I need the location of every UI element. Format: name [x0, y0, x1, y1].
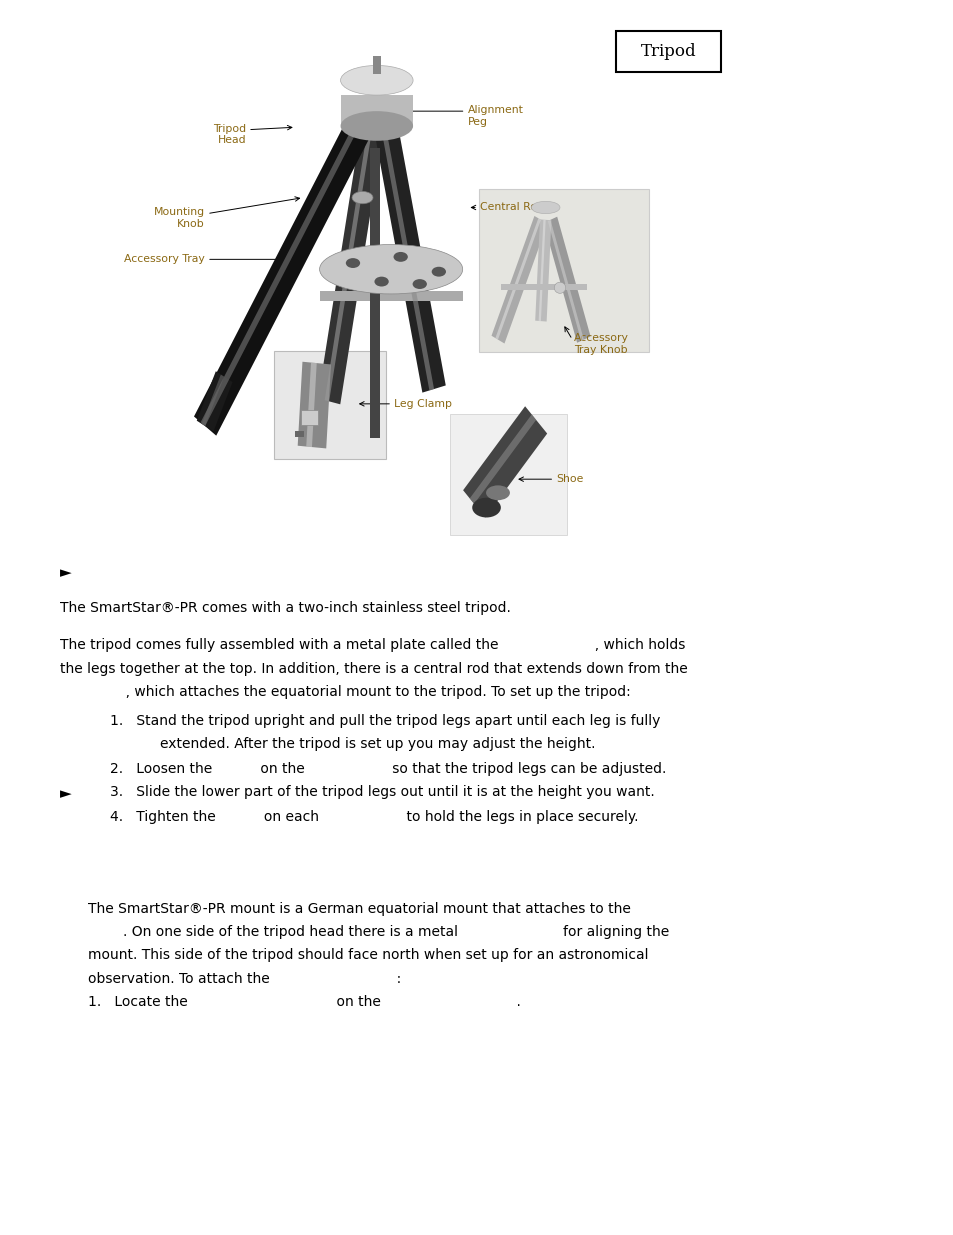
Polygon shape	[469, 415, 536, 504]
Text: the legs together at the top. In addition, there is a central rod that extends d: the legs together at the top. In additio…	[60, 662, 687, 676]
Text: 1.   Locate the                                  on the                         : 1. Locate the on the	[88, 995, 520, 1009]
Text: Accessory Tray: Accessory Tray	[124, 254, 205, 264]
Text: Leg Clamp: Leg Clamp	[394, 399, 452, 409]
Ellipse shape	[554, 283, 565, 294]
Polygon shape	[543, 216, 590, 343]
Ellipse shape	[374, 277, 389, 287]
Bar	[500, 284, 586, 290]
Bar	[362, 107, 391, 130]
Polygon shape	[193, 120, 369, 436]
Bar	[370, 148, 379, 438]
Bar	[294, 431, 304, 437]
Ellipse shape	[531, 201, 559, 214]
Ellipse shape	[394, 252, 408, 262]
Text: 4.   Tighten the           on each                    to hold the legs in place : 4. Tighten the on each to hold the legs …	[110, 810, 638, 824]
Polygon shape	[538, 220, 545, 321]
Polygon shape	[375, 126, 445, 393]
Ellipse shape	[352, 191, 373, 204]
Text: 3.   Slide the lower part of the tripod legs out until it is at the height you w: 3. Slide the lower part of the tripod le…	[110, 785, 654, 799]
Ellipse shape	[346, 258, 360, 268]
Text: ►: ►	[60, 564, 71, 580]
Ellipse shape	[413, 279, 427, 289]
Ellipse shape	[340, 65, 413, 95]
Polygon shape	[547, 220, 583, 341]
Polygon shape	[462, 406, 547, 517]
Bar	[300, 410, 317, 425]
Bar	[478, 189, 648, 352]
Text: Central Rod: Central Rod	[479, 203, 543, 212]
Polygon shape	[535, 220, 551, 321]
Bar	[274, 351, 386, 459]
Ellipse shape	[431, 267, 445, 277]
Text: Alignment
Peg: Alignment Peg	[467, 105, 523, 126]
Bar	[616, 31, 720, 72]
Text: Accessory
Tray Knob: Accessory Tray Knob	[574, 333, 629, 354]
Polygon shape	[297, 362, 331, 448]
Text: The SmartStar®-PR mount is a German equatorial mount that attaches to the: The SmartStar®-PR mount is a German equa…	[88, 902, 630, 915]
Bar	[340, 95, 413, 126]
Text: Tripod
Head: Tripod Head	[213, 124, 246, 144]
Text: The tripod comes fully assembled with a metal plate called the                  : The tripod comes fully assembled with a …	[60, 638, 685, 652]
Text: 2.   Loosen the           on the                    so that the tripod legs can : 2. Loosen the on the so that the tripod …	[110, 762, 665, 776]
Text: The SmartStar®-PR comes with a two-inch stainless steel tripod.: The SmartStar®-PR comes with a two-inch …	[60, 601, 511, 615]
Text: Shoe: Shoe	[556, 474, 583, 484]
Text: observation. To attach the                             :: observation. To attach the :	[88, 972, 400, 986]
Text: extended. After the tripod is set up you may adjust the height.: extended. After the tripod is set up you…	[160, 737, 595, 751]
Ellipse shape	[485, 485, 509, 500]
Polygon shape	[491, 216, 547, 343]
Polygon shape	[201, 374, 224, 426]
Ellipse shape	[472, 498, 500, 517]
Polygon shape	[200, 126, 357, 426]
Polygon shape	[324, 128, 372, 401]
Polygon shape	[196, 372, 233, 431]
Text: Mounting
Knob: Mounting Knob	[153, 207, 205, 228]
Text: 1.   Stand the tripod upright and pull the tripod legs apart until each leg is f: 1. Stand the tripod upright and pull the…	[110, 714, 659, 727]
Ellipse shape	[340, 111, 413, 141]
Text: ►: ►	[60, 787, 71, 802]
Polygon shape	[495, 219, 540, 340]
Text: . On one side of the tripod head there is a metal                        for ali: . On one side of the tripod head there i…	[88, 925, 668, 939]
Ellipse shape	[319, 245, 462, 294]
Bar	[319, 291, 462, 301]
Text: , which attaches the equatorial mount to the tripod. To set up the tripod:: , which attaches the equatorial mount to…	[60, 685, 630, 699]
Text: Tripod: Tripod	[640, 43, 696, 59]
Polygon shape	[381, 130, 434, 390]
Text: mount. This side of the tripod should face north when set up for an astronomical: mount. This side of the tripod should fa…	[88, 948, 648, 962]
Polygon shape	[306, 363, 316, 447]
Bar	[373, 56, 380, 74]
Bar	[450, 414, 566, 535]
Polygon shape	[317, 127, 383, 404]
